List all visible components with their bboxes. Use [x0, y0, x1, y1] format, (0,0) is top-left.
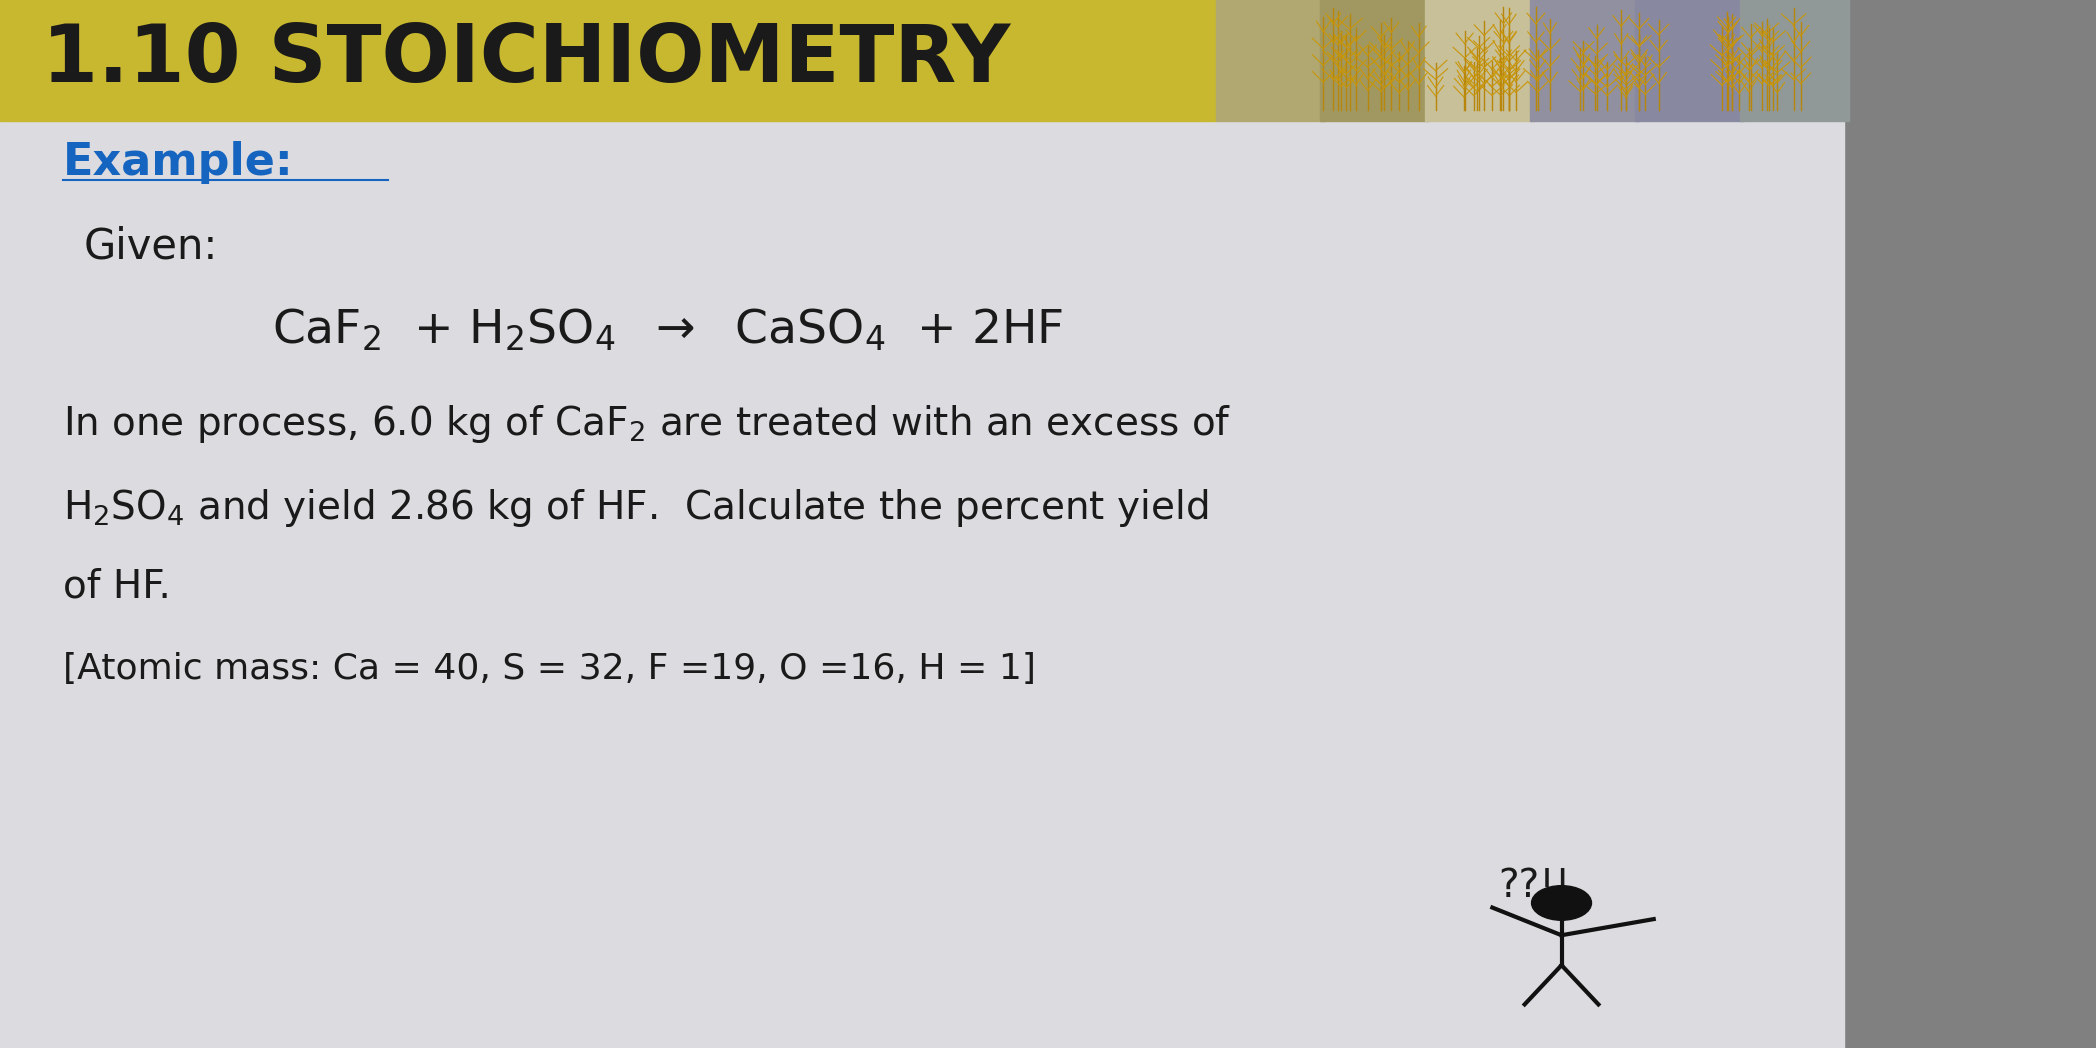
Bar	[1425, 0, 1534, 121]
Ellipse shape	[1532, 886, 1591, 920]
Text: [Atomic mass: Ca = 40, S = 32, F =19, O =16, H = 1]: [Atomic mass: Ca = 40, S = 32, F =19, O …	[63, 652, 1035, 685]
Bar	[1844, 0, 2096, 1048]
Text: ??!!: ??!!	[1499, 867, 1572, 904]
Text: of HF.: of HF.	[63, 568, 170, 606]
Bar	[1530, 0, 1639, 121]
Text: 1.10 STOICHIOMETRY: 1.10 STOICHIOMETRY	[42, 21, 1010, 100]
Bar	[0, 121, 1844, 1048]
Bar	[0, 0, 1216, 121]
Text: Example:: Example:	[63, 140, 293, 184]
Bar	[1216, 0, 1325, 121]
Bar	[1320, 0, 1429, 121]
Text: H$_2$SO$_4$ and yield 2.86 kg of HF.  Calculate the percent yield: H$_2$SO$_4$ and yield 2.86 kg of HF. Cal…	[63, 487, 1207, 529]
Text: In one process, 6.0 kg of CaF$_2$ are treated with an excess of: In one process, 6.0 kg of CaF$_2$ are tr…	[63, 403, 1230, 445]
Bar	[1740, 0, 1849, 121]
Text: CaF$_2$  + H$_2$SO$_4$  $\rightarrow$  CaSO$_4$  + 2HF: CaF$_2$ + H$_2$SO$_4$ $\rightarrow$ CaSO…	[272, 307, 1065, 353]
Bar	[1635, 0, 1744, 121]
Text: Given:: Given:	[84, 225, 218, 267]
